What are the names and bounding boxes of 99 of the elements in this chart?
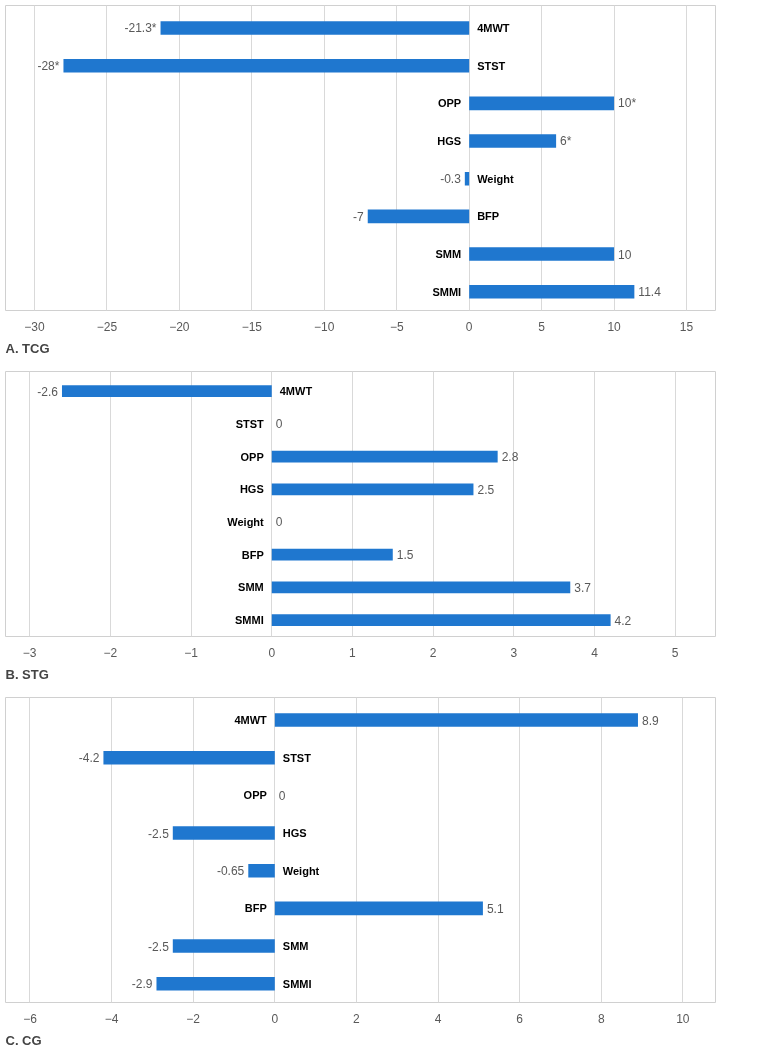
x-tick-label: −30 — [24, 319, 45, 334]
category-label: BFP — [244, 902, 267, 915]
data-label: -2.5 — [148, 939, 170, 954]
x-tick-label: 8 — [597, 1011, 605, 1026]
bar — [469, 96, 615, 111]
category-label: 4MWT — [477, 22, 510, 35]
category-label: SMMI — [235, 614, 264, 627]
data-label: -2.5 — [148, 826, 170, 841]
bar — [103, 750, 275, 765]
bar — [469, 284, 635, 299]
x-tick-label: −6 — [23, 1011, 38, 1026]
x-tick-label: 2 — [429, 645, 437, 660]
data-label: 0 — [275, 515, 283, 530]
data-label: -0.3 — [440, 172, 462, 187]
bar — [156, 976, 275, 991]
bar — [469, 134, 557, 148]
x-tick-label: −2 — [186, 1011, 201, 1026]
bar — [469, 247, 615, 261]
bar — [274, 901, 483, 916]
text: B. STG — [5, 666, 49, 682]
data-label: 3.7 — [574, 580, 592, 595]
data-label: 10 — [618, 247, 632, 262]
data-label: 5.1 — [486, 901, 504, 916]
x-tick-label: 1 — [349, 645, 357, 660]
category-label: HGS — [437, 135, 462, 148]
x-tick-label: 0 — [271, 1011, 279, 1026]
x-tick-label: −5 — [389, 319, 404, 334]
x-tick-label: 2 — [353, 1011, 361, 1026]
x-tick-label: −3 — [22, 645, 37, 660]
data-label: -4.2 — [78, 751, 100, 766]
data-label: 2.8 — [501, 450, 519, 465]
bar — [271, 483, 474, 496]
bar — [63, 58, 470, 73]
data-label: -28* — [37, 58, 60, 73]
category-label: SMMI — [282, 977, 312, 990]
category-label: BFP — [241, 548, 264, 561]
data-label: -21.3* — [124, 21, 157, 36]
category-label: OPP — [240, 450, 264, 463]
category-label: OPP — [243, 789, 267, 802]
category-label: STST — [477, 59, 506, 72]
category-label: Weight — [227, 515, 264, 528]
category-label: SMM — [282, 940, 309, 953]
category-label: SMMI — [432, 285, 462, 298]
category-label: STST — [282, 751, 311, 764]
data-label: 6* — [560, 134, 572, 149]
x-tick-label: 5 — [671, 645, 679, 660]
x-tick-label: −10 — [314, 319, 335, 334]
bar — [248, 863, 275, 878]
bar — [271, 450, 498, 463]
x-tick-label: 15 — [679, 319, 694, 334]
x-tick-label: 10 — [607, 319, 622, 334]
data-label: -0.65 — [216, 864, 245, 879]
data-label: 0 — [278, 788, 286, 803]
category-label: 4MWT — [279, 385, 313, 398]
category-label: OPP — [437, 97, 462, 110]
x-tick-label: −20 — [169, 319, 190, 334]
bar — [172, 826, 275, 840]
data-label: 11.4 — [638, 285, 662, 300]
data-label: -2.6 — [37, 384, 59, 399]
category-label: 4MWT — [234, 714, 267, 727]
category-label: SMM — [435, 248, 462, 261]
x-tick-label: 4 — [591, 645, 599, 660]
bar — [172, 939, 275, 953]
bar — [271, 548, 393, 561]
x-tick-label: −1 — [184, 645, 199, 660]
bar — [271, 614, 611, 627]
bar — [367, 209, 470, 224]
x-tick-label: 4 — [434, 1011, 442, 1026]
data-label: 2.5 — [477, 482, 495, 497]
category-label: STST — [235, 417, 264, 430]
text: C. CG — [5, 1032, 42, 1048]
x-tick-label: 5 — [538, 319, 546, 334]
data-label: 10* — [618, 96, 637, 111]
data-label: 1.5 — [396, 548, 414, 563]
x-tick-label: 0 — [465, 319, 473, 334]
x-tick-label: 0 — [268, 645, 276, 660]
category-label: Weight — [477, 172, 514, 185]
x-tick-label: −4 — [104, 1011, 119, 1026]
data-label: 0 — [275, 417, 283, 432]
data-label: 4.2 — [614, 613, 632, 628]
bar — [160, 21, 470, 35]
category-label: Weight — [282, 864, 320, 877]
data-label: -7 — [353, 209, 365, 224]
x-tick-label: 10 — [676, 1011, 690, 1026]
data-label: -2.9 — [131, 977, 153, 992]
bar — [61, 385, 272, 398]
x-tick-label: 3 — [510, 645, 518, 660]
category-label: HGS — [239, 483, 264, 496]
category-label: BFP — [477, 210, 500, 223]
x-tick-label: −15 — [241, 319, 263, 334]
bar — [274, 713, 638, 727]
bar — [271, 581, 571, 594]
x-tick-label: 6 — [516, 1011, 524, 1026]
category-label: HGS — [282, 827, 307, 840]
x-tick-label: −2 — [103, 645, 118, 660]
text: A. TCG — [5, 340, 50, 356]
x-tick-label: −25 — [96, 319, 118, 334]
category-label: SMM — [238, 581, 264, 594]
data-label: 8.9 — [641, 713, 659, 728]
